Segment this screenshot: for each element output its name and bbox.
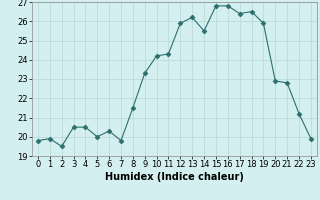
X-axis label: Humidex (Indice chaleur): Humidex (Indice chaleur) xyxy=(105,172,244,182)
